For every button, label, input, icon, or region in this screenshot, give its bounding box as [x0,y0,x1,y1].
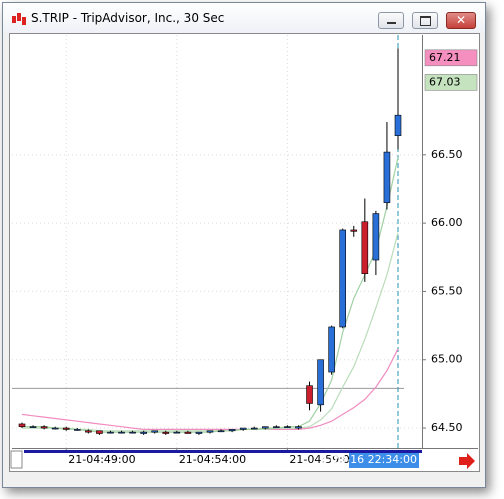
candle-body [51,427,59,430]
candle-body [372,213,380,261]
current-time-box [349,451,419,468]
price-label: 67.21 [429,51,461,64]
candle-body [85,430,92,433]
candle-body [250,427,258,430]
moving-average [21,348,399,430]
candle-body [295,426,302,429]
candle-body [73,429,81,431]
minimize-button[interactable] [378,12,404,29]
candle-body [118,431,125,434]
candle-body [206,430,214,433]
price-label: 67.03 [429,75,461,88]
price-label-box [424,74,478,91]
y-tick-label: 64.50 [431,421,463,434]
candle-body [96,430,103,434]
candle-body [273,426,280,428]
y-tick-label: 66.50 [431,148,463,161]
candle-body [140,431,147,434]
candle-body [228,429,236,432]
candle-body [129,431,136,434]
candle-body [217,430,225,433]
title-bar: S.TRIP - TripAdvisor, Inc., 30 Sec ✕ [3,3,485,33]
candle-body [361,221,369,274]
plot-area [12,35,422,448]
scroll-box [10,450,23,469]
candle-body [107,431,114,434]
candle-body [284,426,291,428]
candle-body [383,151,391,203]
candle-body [261,426,269,429]
close-button[interactable]: ✕ [446,12,476,29]
candle-body [328,326,335,373]
maximize-button[interactable] [412,12,438,29]
candle-body [350,229,358,232]
chart: 64.50 65.00 65.50 66.00 66.50 21-04:49:00 21-0… [9,33,480,472]
candle-body [162,431,170,434]
y-tick-label: 65.50 [431,284,463,297]
app-icon [12,13,26,25]
y-tick-label: 65.00 [431,353,463,366]
price-label-box [424,49,478,67]
candle-body [306,385,313,404]
candle-body [18,423,26,427]
candle-body [394,114,402,136]
x-tick-label: 21-04:49:00 [68,453,135,466]
candle-body [339,229,347,328]
x-tick-label: 5-23-16 22:34:00 [321,453,417,466]
window-title: S.TRIP - TripAdvisor, Inc., 30 Sec [31,11,225,25]
candle-body [184,431,192,434]
candle-body [62,427,70,430]
scroll-bar [24,450,422,453]
candle-body [40,426,48,429]
candle-body [195,431,203,434]
scroll-arrow[interactable] [459,453,475,469]
y-tick-label: 66.00 [431,216,463,229]
x-tick-label: 21-04:59:00 [289,453,356,466]
candle-body [29,426,37,428]
candle-body [151,430,159,433]
candle-body [173,431,181,434]
candle-body [317,359,324,406]
x-tick-label: 21-04:54:00 [179,453,246,466]
candle-body [239,427,247,430]
